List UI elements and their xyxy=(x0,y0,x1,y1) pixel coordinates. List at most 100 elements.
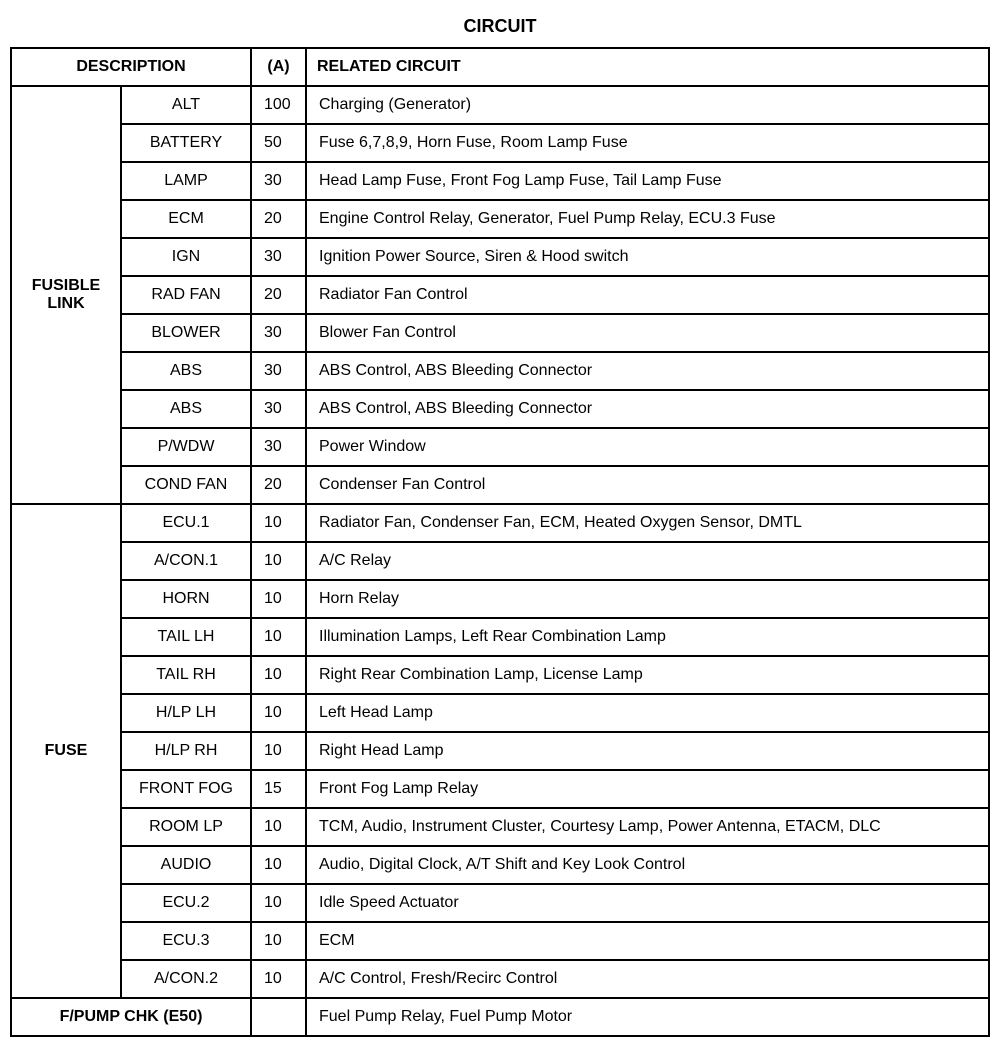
row-related: Illumination Lamps, Left Rear Combinatio… xyxy=(306,618,989,656)
row-name: BATTERY xyxy=(121,124,251,162)
row-amps: 30 xyxy=(251,162,306,200)
row-amps: 30 xyxy=(251,390,306,428)
table-row: FRONT FOG15Front Fog Lamp Relay xyxy=(11,770,989,808)
row-name: ECU.2 xyxy=(121,884,251,922)
row-name: H/LP LH xyxy=(121,694,251,732)
table-row: COND FAN20Condenser Fan Control xyxy=(11,466,989,504)
row-related: Charging (Generator) xyxy=(306,86,989,124)
table-title: CIRCUIT xyxy=(10,10,990,47)
row-related: TCM, Audio, Instrument Cluster, Courtesy… xyxy=(306,808,989,846)
row-amps: 10 xyxy=(251,884,306,922)
row-amps: 30 xyxy=(251,428,306,466)
table-row: ABS30ABS Control, ABS Bleeding Connector xyxy=(11,390,989,428)
row-amps: 30 xyxy=(251,352,306,390)
row-name: ECU.3 xyxy=(121,922,251,960)
table-row: RAD FAN20Radiator Fan Control xyxy=(11,276,989,314)
row-related: A/C Control, Fresh/Recirc Control xyxy=(306,960,989,998)
table-row: ABS30ABS Control, ABS Bleeding Connector xyxy=(11,352,989,390)
header-related: RELATED CIRCUIT xyxy=(306,48,989,86)
row-name: TAIL LH xyxy=(121,618,251,656)
header-description: DESCRIPTION xyxy=(11,48,251,86)
row-name: ROOM LP xyxy=(121,808,251,846)
row-name: LAMP xyxy=(121,162,251,200)
table-row: IGN30Ignition Power Source, Siren & Hood… xyxy=(11,238,989,276)
table-row: HORN10Horn Relay xyxy=(11,580,989,618)
row-amps: 10 xyxy=(251,732,306,770)
row-related: Horn Relay xyxy=(306,580,989,618)
row-name: FRONT FOG xyxy=(121,770,251,808)
table-row: BLOWER30Blower Fan Control xyxy=(11,314,989,352)
row-name: H/LP RH xyxy=(121,732,251,770)
row-related: Idle Speed Actuator xyxy=(306,884,989,922)
footer-amps xyxy=(251,998,306,1036)
row-name: HORN xyxy=(121,580,251,618)
row-related: Blower Fan Control xyxy=(306,314,989,352)
table-row: ECU.210Idle Speed Actuator xyxy=(11,884,989,922)
circuit-table: DESCRIPTION (A) RELATED CIRCUIT FUSIBLE … xyxy=(10,47,990,1037)
group-label: FUSE xyxy=(11,504,121,998)
table-header-row: DESCRIPTION (A) RELATED CIRCUIT xyxy=(11,48,989,86)
row-related: Ignition Power Source, Siren & Hood swit… xyxy=(306,238,989,276)
row-name: ABS xyxy=(121,352,251,390)
row-related: Front Fog Lamp Relay xyxy=(306,770,989,808)
header-amps: (A) xyxy=(251,48,306,86)
row-related: Head Lamp Fuse, Front Fog Lamp Fuse, Tai… xyxy=(306,162,989,200)
table-row: AUDIO10Audio, Digital Clock, A/T Shift a… xyxy=(11,846,989,884)
row-amps: 30 xyxy=(251,238,306,276)
row-amps: 20 xyxy=(251,276,306,314)
row-name: P/WDW xyxy=(121,428,251,466)
row-related: Audio, Digital Clock, A/T Shift and Key … xyxy=(306,846,989,884)
row-name: ECU.1 xyxy=(121,504,251,542)
table-row: ECU.310ECM xyxy=(11,922,989,960)
row-name: RAD FAN xyxy=(121,276,251,314)
row-related: Power Window xyxy=(306,428,989,466)
row-related: ABS Control, ABS Bleeding Connector xyxy=(306,390,989,428)
row-name: A/CON.2 xyxy=(121,960,251,998)
row-related: Engine Control Relay, Generator, Fuel Pu… xyxy=(306,200,989,238)
table-row: LAMP30Head Lamp Fuse, Front Fog Lamp Fus… xyxy=(11,162,989,200)
table-row: H/LP RH10Right Head Lamp xyxy=(11,732,989,770)
row-amps: 10 xyxy=(251,960,306,998)
table-row: BATTERY50Fuse 6,7,8,9, Horn Fuse, Room L… xyxy=(11,124,989,162)
row-related: Fuse 6,7,8,9, Horn Fuse, Room Lamp Fuse xyxy=(306,124,989,162)
footer-related: Fuel Pump Relay, Fuel Pump Motor xyxy=(306,998,989,1036)
footer-row: F/PUMP CHK (E50) Fuel Pump Relay, Fuel Pu… xyxy=(11,998,989,1036)
table-row: ROOM LP10TCM, Audio, Instrument Cluster,… xyxy=(11,808,989,846)
table-row: A/CON.110A/C Relay xyxy=(11,542,989,580)
row-name: ABS xyxy=(121,390,251,428)
row-related: ABS Control, ABS Bleeding Connector xyxy=(306,352,989,390)
row-amps: 20 xyxy=(251,200,306,238)
table-row: ECM20Engine Control Relay, Generator, Fu… xyxy=(11,200,989,238)
group-label: FUSIBLE LINK xyxy=(11,86,121,504)
table-row: FUSEECU.110Radiator Fan, Condenser Fan, … xyxy=(11,504,989,542)
row-related: Right Rear Combination Lamp, License Lam… xyxy=(306,656,989,694)
row-amps: 10 xyxy=(251,808,306,846)
row-name: COND FAN xyxy=(121,466,251,504)
row-name: A/CON.1 xyxy=(121,542,251,580)
row-name: ECM xyxy=(121,200,251,238)
row-amps: 10 xyxy=(251,580,306,618)
row-related: Radiator Fan, Condenser Fan, ECM, Heated… xyxy=(306,504,989,542)
row-name: BLOWER xyxy=(121,314,251,352)
row-amps: 10 xyxy=(251,922,306,960)
row-amps: 10 xyxy=(251,504,306,542)
footer-label: F/PUMP CHK (E50) xyxy=(11,998,251,1036)
table-row: TAIL LH10Illumination Lamps, Left Rear C… xyxy=(11,618,989,656)
table-row: H/LP LH10Left Head Lamp xyxy=(11,694,989,732)
row-related: A/C Relay xyxy=(306,542,989,580)
table-row: TAIL RH10Right Rear Combination Lamp, Li… xyxy=(11,656,989,694)
row-amps: 10 xyxy=(251,656,306,694)
row-name: IGN xyxy=(121,238,251,276)
row-name: ALT xyxy=(121,86,251,124)
row-related: Radiator Fan Control xyxy=(306,276,989,314)
row-amps: 10 xyxy=(251,542,306,580)
row-amps: 50 xyxy=(251,124,306,162)
row-amps: 10 xyxy=(251,618,306,656)
table-row: FUSIBLE LINKALT100Charging (Generator) xyxy=(11,86,989,124)
row-related: Right Head Lamp xyxy=(306,732,989,770)
table-row: A/CON.210A/C Control, Fresh/Recirc Contr… xyxy=(11,960,989,998)
row-related: Condenser Fan Control xyxy=(306,466,989,504)
row-name: AUDIO xyxy=(121,846,251,884)
row-amps: 30 xyxy=(251,314,306,352)
row-amps: 100 xyxy=(251,86,306,124)
